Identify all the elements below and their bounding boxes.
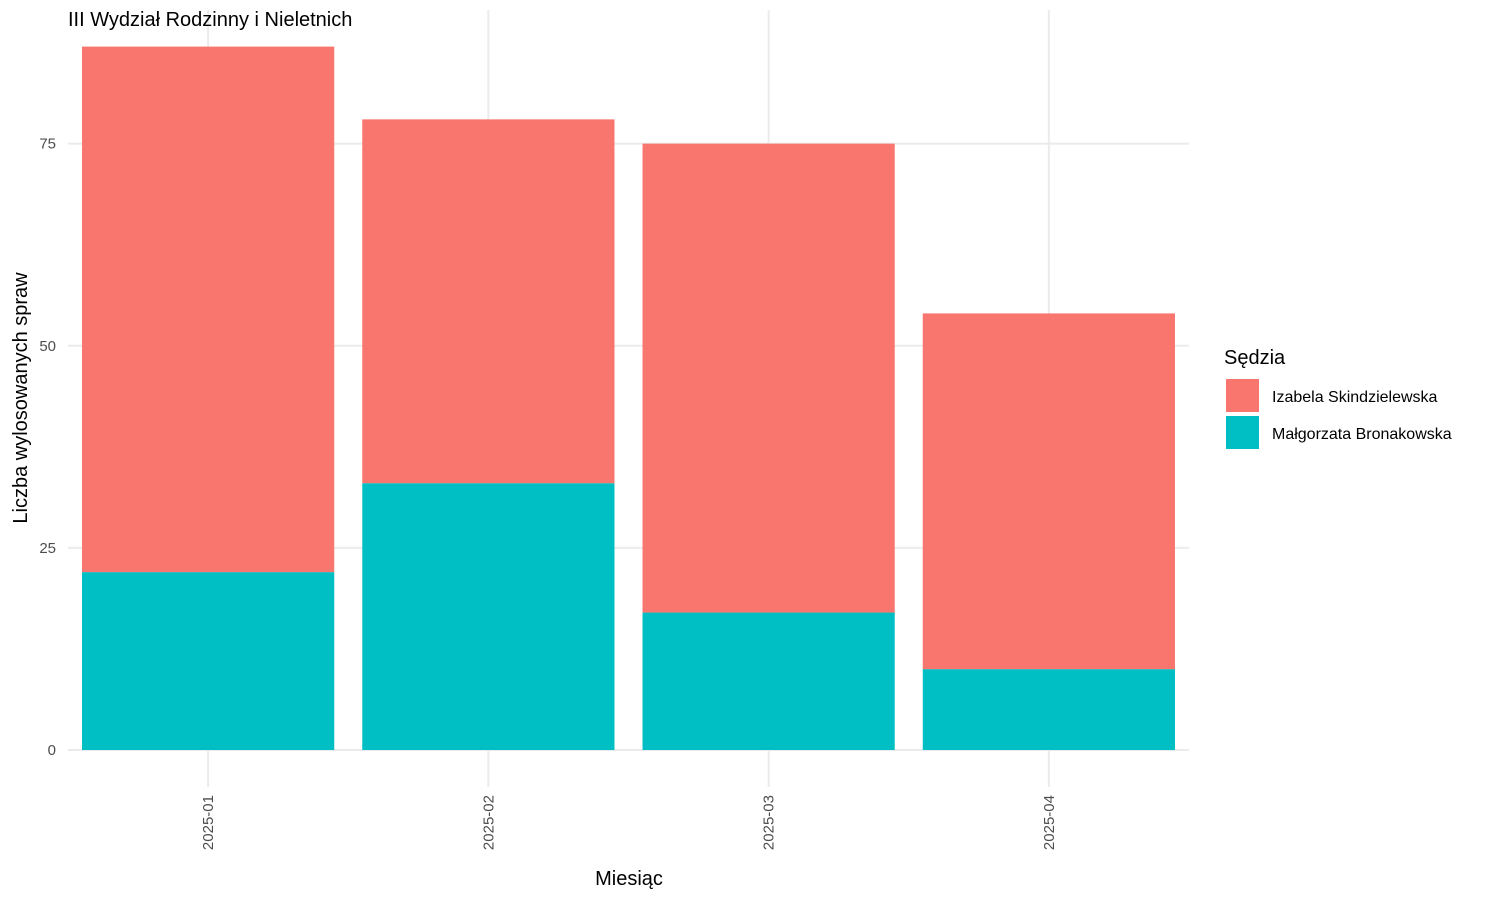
bar-segment [362, 483, 615, 750]
bar-segment [642, 143, 895, 613]
x-tick-label: 2025-01 [200, 795, 217, 850]
y-tick-label: 25 [39, 540, 56, 557]
y-tick-label: 75 [39, 136, 56, 153]
legend-title: Sędzia [1224, 347, 1286, 369]
chart-title: III Wydział Rodzinny i Nieletnich [68, 9, 352, 31]
legend-items: Izabela Skindzielewska Małgorzata Bronako… [1226, 379, 1452, 449]
x-tick-label: 2025-02 [480, 795, 497, 850]
bar-segment [362, 119, 615, 484]
bar-segment [82, 46, 335, 573]
x-tick-label: 2025-04 [1041, 795, 1058, 850]
x-tick-label: 2025-03 [761, 795, 778, 850]
bar-segment [922, 313, 1175, 670]
legend: Sędzia Izabela Skindzielewska Małgorzata … [1224, 347, 1452, 449]
legend-swatch [1226, 416, 1259, 449]
bar-segment [82, 572, 335, 750]
bar-segment [642, 612, 895, 750]
legend-label: Izabela Skindzielewska [1272, 389, 1438, 406]
x-axis-title: Miesiąc [595, 868, 663, 890]
x-axis-ticks: 2025-01 2025-02 2025-03 2025-04 [200, 795, 1058, 850]
y-tick-label: 0 [48, 742, 56, 759]
legend-swatch [1226, 379, 1259, 412]
y-axis-title: Liczba wylosowanych spraw [10, 272, 32, 524]
legend-label: Małgorzata Bronakowska [1272, 426, 1452, 443]
bars [82, 46, 1175, 750]
y-tick-label: 50 [39, 338, 56, 355]
bar-segment [922, 669, 1175, 750]
y-axis-ticks: 0 25 50 75 [39, 136, 56, 759]
